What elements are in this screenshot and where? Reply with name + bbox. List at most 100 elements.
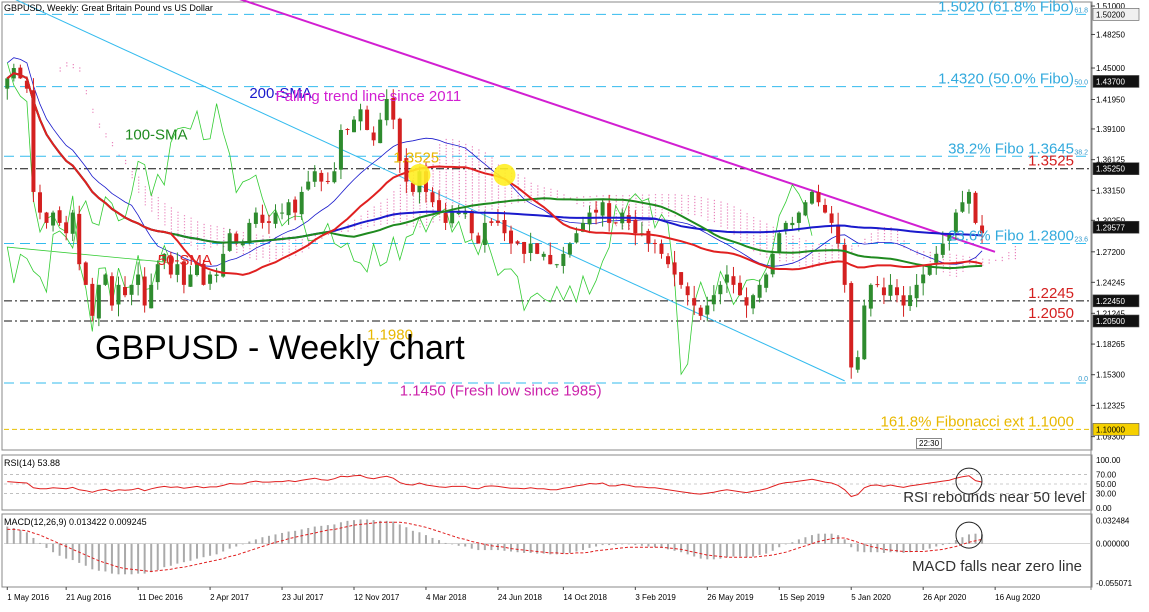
highlight-marker-1 [493,163,516,186]
candle-body [437,200,442,213]
time-tag: 22:30 [916,438,943,449]
candle-body [280,212,285,214]
price-tick-label: 1.36125 [1096,156,1125,165]
price-box [1092,423,1140,436]
candle-body [18,67,23,79]
annotation-5: 1.1980 [367,327,413,344]
price-box-label: 1.35250 [1096,165,1125,174]
candle-body [652,243,657,245]
candle-body [37,192,42,213]
candle-body [698,307,703,316]
rsi-tick-label: 30.00 [1096,490,1117,499]
price-box [1092,8,1140,21]
date-tick-label: 2 Apr 2017 [210,593,249,602]
date-tick-label: 26 May 2019 [707,593,754,602]
candle-body [450,212,455,224]
candle-body [895,287,900,296]
candle-body [751,295,756,309]
price-tick-label: 1.45000 [1096,64,1125,73]
candle-body [489,221,494,223]
date-tick-label: 1 May 2016 [7,593,49,602]
price-box-label: 1.22450 [1096,297,1125,306]
candle-body [692,298,697,306]
candle-body [705,305,710,315]
candle-body [378,119,383,144]
annotation-4: 1.3525 [393,149,439,166]
fibo-ratio-label-0: 61.8 [1074,7,1088,14]
candle-body [260,214,265,223]
candle-body [509,230,514,244]
candle-body [325,180,330,182]
candle-body [463,212,468,215]
rsi-tick-label: 0.00 [1096,504,1112,513]
price-tick-label: 1.30250 [1096,216,1125,225]
price-tick-label: 1.18265 [1096,340,1125,349]
candle-body [5,78,10,89]
candle-body [737,282,742,296]
candle-body [796,212,801,223]
candle-body [188,274,193,287]
candle-body [966,191,971,204]
rsi-title: RSI(14) 53.88 [4,458,61,468]
price-tick-label: 1.51000 [1096,2,1125,11]
candle-body [672,262,677,275]
candle-body [881,287,886,296]
candle-body [404,158,409,182]
level-label-1: 1.4320 (50.0% Fibo) [938,71,1074,88]
level-label-4: 23.6% Fibo 1.2800 [948,228,1074,245]
price-tick-label: 1.41950 [1096,96,1125,105]
candle-body [482,222,487,245]
price-box [1092,75,1140,88]
candle-body [980,225,985,234]
candle-body [685,286,690,296]
candle-body [253,212,258,224]
candle-body [764,274,769,288]
annotation-6: 1.1450 (Fresh low since 1985) [400,382,602,399]
candle-body [744,297,749,306]
falling-trend-line [239,0,996,253]
candle-body [495,220,500,223]
date-tick-label: 16 Aug 2020 [995,593,1040,602]
candle-body [541,253,546,257]
candle-body [64,222,69,234]
macd-tick-label: -0.055071 [1096,579,1133,588]
rsi-tick-label: 70.00 [1096,470,1117,479]
price-tick-label: 1.24245 [1096,278,1125,287]
candle-body [103,274,108,285]
candle-body [90,283,95,316]
candle-body [940,243,945,255]
price-tick-label: 1.33150 [1096,186,1125,195]
candle-body [868,284,873,309]
candle-body [286,202,291,216]
candle-body [221,253,226,277]
annotation-3: 50-SMA [158,252,212,269]
candle-body [306,181,311,190]
candle-body [816,191,821,203]
candle-body [679,272,684,285]
candle-body [273,212,278,224]
chart-title-bar: GBPUSD, Weekly: Great Britain Pound vs U… [4,3,213,13]
candle-body [888,284,893,296]
candle-body [823,204,828,213]
price-tick-label: 1.09300 [1096,433,1125,442]
price-box [1092,314,1140,328]
candle-body [528,243,533,254]
price-tick-label: 1.39100 [1096,125,1125,134]
candle-body [430,192,435,203]
candle-body [162,253,167,262]
annotation-2: 100-SMA [125,126,188,143]
candle-body [777,233,782,252]
macd-title: MACD(12,26,9) 0.013422 0.009245 [4,517,147,527]
price-tick-label: 1.12325 [1096,401,1125,410]
candle-body [358,109,363,122]
candle-body [659,243,664,254]
date-tick-label: 4 Mar 2018 [426,593,467,602]
candle-body [535,243,540,254]
candle-body [947,233,952,241]
date-tick-label: 5 Jan 2020 [851,593,891,602]
candle-body [208,274,213,284]
candle-body [371,132,376,141]
candle-body [312,171,317,182]
candle-body [77,213,82,265]
